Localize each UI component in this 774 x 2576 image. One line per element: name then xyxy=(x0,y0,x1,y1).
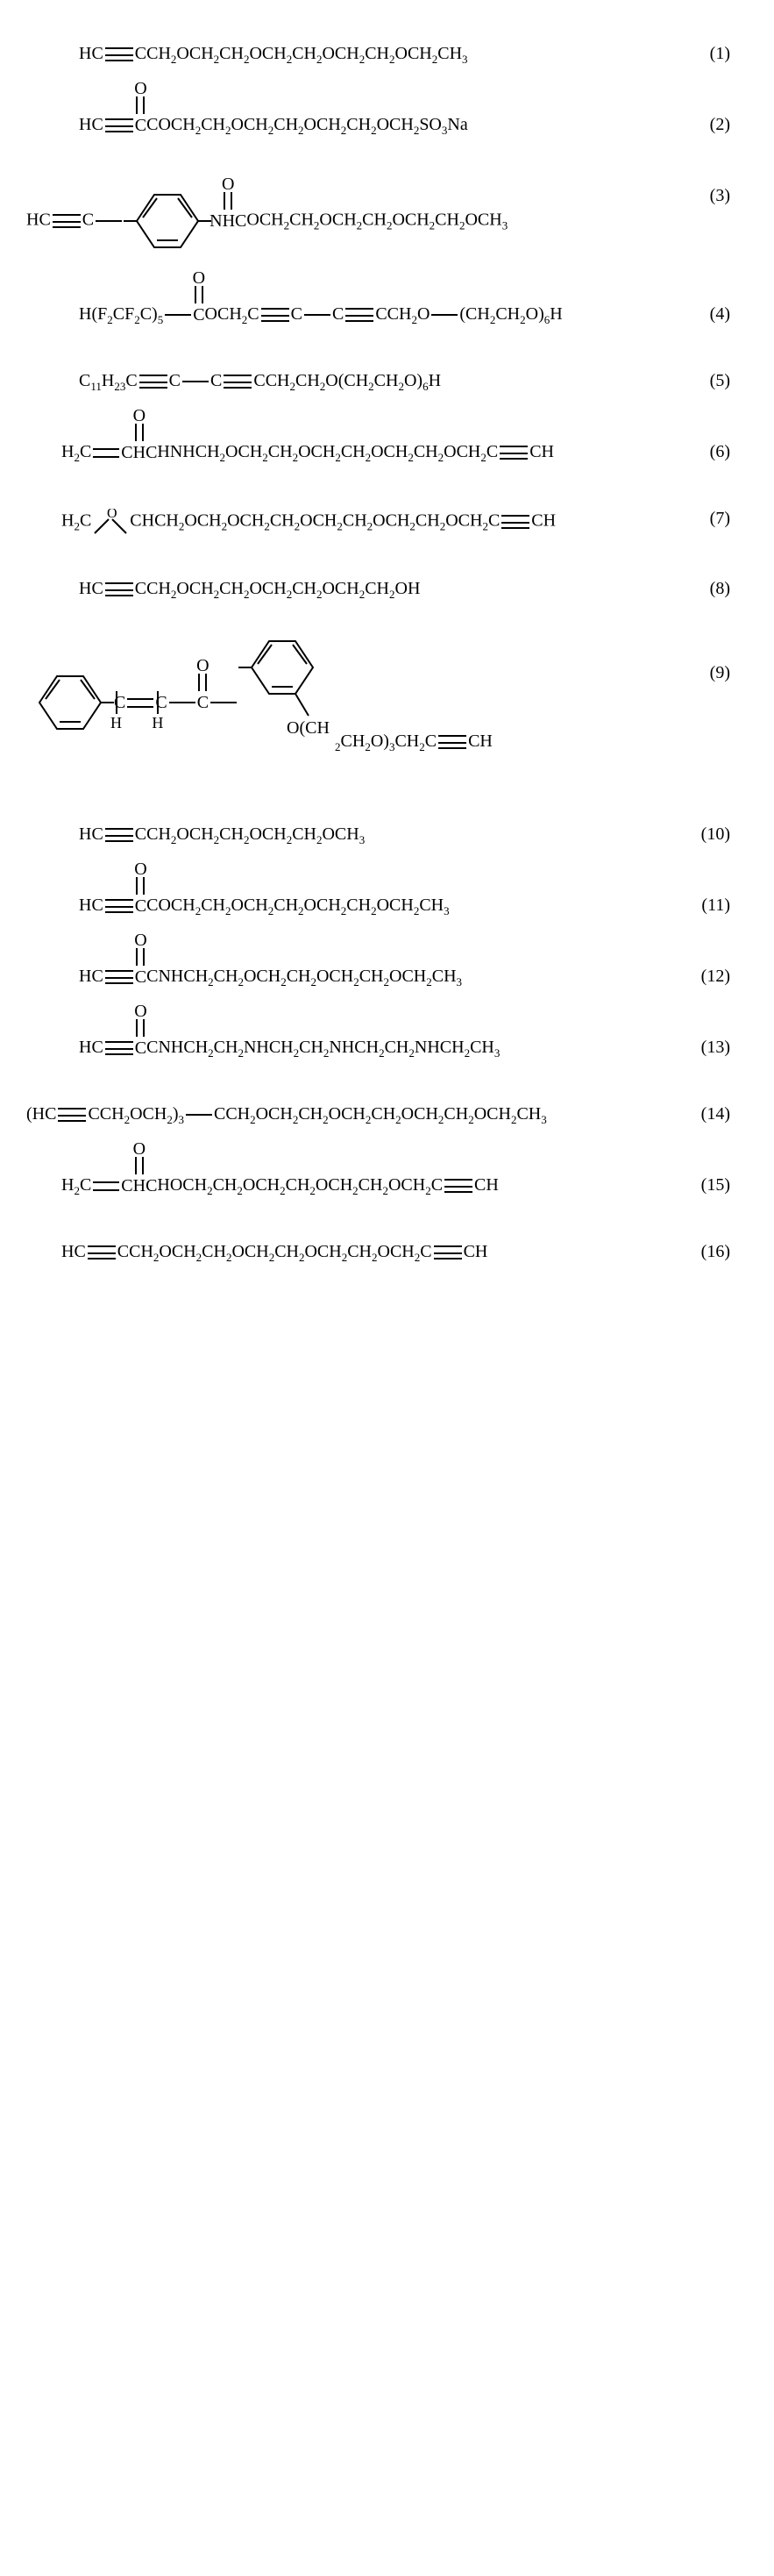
entry-number: (7) xyxy=(710,509,730,529)
formula-4: H(F2CF2C)5OCOCH2CCCCCH2O(CH2CH2O)6H xyxy=(26,304,748,327)
formula-5: C11H23CCCCCH2CH2O(CH2CH2O)6H xyxy=(26,371,748,394)
entry-11: (11) HCOCCOCH2CH2OCH2CH2OCH2CH2OCH2CH3 xyxy=(26,896,748,918)
epoxide-icon: O xyxy=(91,509,130,535)
formula-6: H2COCHCHNHCH2OCH2CH2OCH2CH2OCH2CH2OCH2CC… xyxy=(26,442,748,465)
formula-15: H2COCHCHOCH2CH2OCH2CH2OCH2CH2OCH2CCH xyxy=(26,1175,748,1198)
formula-2: HCOCCOCH2CH2OCH2CH2OCH2CH2OCH2SO3Na xyxy=(26,115,748,138)
entry-number: (8) xyxy=(710,579,730,599)
entry-number: (13) xyxy=(701,1038,730,1058)
formula-11: HCOCCOCH2CH2OCH2CH2OCH2CH2OCH2CH3 xyxy=(26,896,748,918)
entry-16: (16) HCCCH2OCH2CH2OCH2CH2OCH2CH2OCH2CCH xyxy=(26,1242,748,1265)
entry-3: (3) HCC ONHCOCH2CH2OCH2CH2OCH2CH2OCH3 xyxy=(26,186,748,256)
formula-1: HCCCH2OCH2CH2OCH2CH2OCH2CH2OCH2CH3 xyxy=(26,44,748,67)
entry-number: (12) xyxy=(701,967,730,987)
entry-6: (6) H2COCHCHNHCH2OCH2CH2OCH2CH2OCH2CH2OC… xyxy=(26,442,748,465)
entry-number: (4) xyxy=(710,304,730,325)
entry-12: (12) HCOCCNHCH2CH2OCH2CH2OCH2CH2OCH2CH3 xyxy=(26,967,748,989)
entry-number: (10) xyxy=(701,824,730,845)
entry-14: (14) (HCCCH2OCH2)3CCH2OCH2CH2OCH2CH2OCH2… xyxy=(26,1104,748,1127)
formula-3: HCC ONHCOCH2CH2OCH2CH2OCH2CH2OCH3 xyxy=(26,186,748,256)
entry-number: (5) xyxy=(710,371,730,391)
formula-16: HCCCH2OCH2CH2OCH2CH2OCH2CH2OCH2CCH xyxy=(26,1242,748,1265)
entry-9: (9) CHCHOC O(CH 2CH2O)3CH2CCH xyxy=(26,663,748,754)
entry-number: (9) xyxy=(710,663,730,683)
formula-12: HCOCCNHCH2CH2OCH2CH2OCH2CH2OCH2CH3 xyxy=(26,967,748,989)
entry-number: (3) xyxy=(710,186,730,206)
entry-5: (5) C11H23CCCCCH2CH2O(CH2CH2O)6H xyxy=(26,371,748,394)
entry-number: (16) xyxy=(701,1242,730,1262)
benzene-ring-icon xyxy=(26,667,114,738)
entry-1: (1) HCCCH2OCH2CH2OCH2CH2OCH2CH2OCH2CH3 xyxy=(26,44,748,67)
formula-9: CHCHOC O(CH 2CH2O)3CH2CCH xyxy=(26,663,748,754)
entry-number: (2) xyxy=(710,115,730,135)
entry-number: (14) xyxy=(701,1104,730,1124)
entry-13: (13) HCOCCNHCH2CH2NHCH2CH2NHCH2CH2NHCH2C… xyxy=(26,1038,748,1060)
chemical-structures-page: { "entries": [ { "num": "(1)" }, { "num"… xyxy=(0,0,774,1300)
entry-number: (6) xyxy=(710,442,730,462)
entry-number: (1) xyxy=(710,44,730,64)
entry-number: (15) xyxy=(701,1175,730,1195)
benzene-ring-icon: O(CH xyxy=(238,628,335,742)
entry-10: (10) HCCCH2OCH2CH2OCH2CH2OCH3 xyxy=(26,824,748,847)
formula-8: HCCCH2OCH2CH2OCH2CH2OCH2CH2OH xyxy=(26,579,748,602)
entry-4: (4) H(F2CF2C)5OCOCH2CCCCCH2O(CH2CH2O)6H xyxy=(26,304,748,327)
formula-14: (HCCCH2OCH2)3CCH2OCH2CH2OCH2CH2OCH2CH2OC… xyxy=(26,1104,748,1127)
entry-number: (11) xyxy=(701,896,730,916)
benzene-ring-icon xyxy=(124,186,211,256)
formula-13: HCOCCNHCH2CH2NHCH2CH2NHCH2CH2NHCH2CH3 xyxy=(26,1038,748,1060)
entry-15: (15) H2COCHCHOCH2CH2OCH2CH2OCH2CH2OCH2CC… xyxy=(26,1175,748,1198)
formula-10: HCCCH2OCH2CH2OCH2CH2OCH3 xyxy=(26,824,748,847)
svg-text:O(CH: O(CH xyxy=(287,718,330,738)
entry-8: (8) HCCCH2OCH2CH2OCH2CH2OCH2CH2OH xyxy=(26,579,748,602)
entry-7: (7) H2C O CHCH2OCH2OCH2CH2OCH2CH2OCH2CH2… xyxy=(26,509,748,535)
formula-7: H2C O CHCH2OCH2OCH2CH2OCH2CH2OCH2CH2OCH2… xyxy=(26,509,748,535)
entry-2: (2) HCOCCOCH2CH2OCH2CH2OCH2CH2OCH2SO3Na xyxy=(26,115,748,138)
